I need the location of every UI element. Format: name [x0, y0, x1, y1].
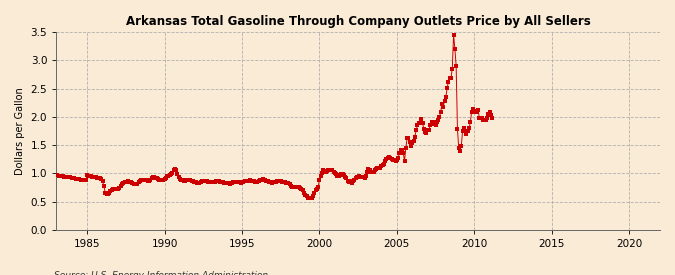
Text: Source: U.S. Energy Information Administration: Source: U.S. Energy Information Administ…: [54, 271, 268, 275]
Title: Arkansas Total Gasoline Through Company Outlets Price by All Sellers: Arkansas Total Gasoline Through Company …: [126, 15, 591, 28]
Y-axis label: Dollars per Gallon: Dollars per Gallon: [15, 87, 25, 175]
